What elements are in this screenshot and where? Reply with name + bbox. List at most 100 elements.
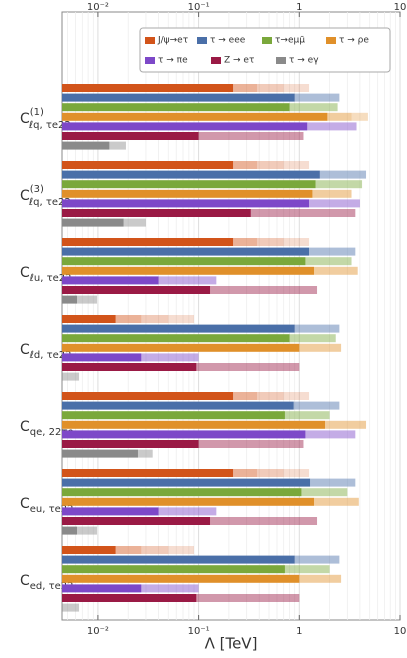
bar-projection bbox=[158, 507, 217, 516]
legend-label: τ → eγ bbox=[289, 56, 319, 66]
bar bbox=[62, 497, 315, 506]
group-label-main: C bbox=[20, 573, 30, 589]
group-label-sub: ℓu, τe22 bbox=[30, 273, 72, 284]
bar bbox=[62, 392, 234, 400]
bar-projection bbox=[319, 170, 367, 179]
bar-projection bbox=[327, 112, 352, 121]
bar-projection bbox=[233, 392, 257, 400]
bar-projection bbox=[233, 161, 257, 169]
bar bbox=[62, 517, 211, 525]
group-label-sup: (3) bbox=[30, 184, 44, 195]
bar-projection bbox=[62, 372, 80, 381]
legend-swatch bbox=[326, 37, 336, 44]
legend-swatch bbox=[145, 37, 155, 44]
bar bbox=[62, 363, 197, 371]
group-label-main: C bbox=[20, 419, 30, 435]
bar bbox=[62, 247, 310, 256]
bar-projection bbox=[76, 526, 98, 535]
bar-projection bbox=[294, 324, 340, 333]
bar-projection bbox=[294, 555, 340, 564]
legend-label: J/ψ→eτ bbox=[157, 36, 188, 46]
bar-projection bbox=[283, 392, 310, 400]
legend-label: τ → eee bbox=[210, 36, 246, 46]
x-tick-label: 10⁻² bbox=[87, 626, 109, 637]
bar bbox=[62, 103, 290, 112]
group-label-main: C bbox=[20, 265, 30, 281]
x-tick-label-top: 10⁻² bbox=[87, 2, 109, 13]
bar bbox=[62, 218, 124, 227]
bar-projection bbox=[198, 440, 304, 448]
bar-projection bbox=[284, 411, 330, 420]
group-label-sub: ℓq, τe22 bbox=[29, 197, 71, 208]
bar-projection bbox=[256, 238, 284, 246]
bar-projection bbox=[62, 603, 80, 612]
x-tick-label: 10 bbox=[394, 626, 407, 637]
bar bbox=[62, 180, 316, 189]
bar bbox=[62, 440, 199, 448]
bar bbox=[62, 238, 234, 246]
bar bbox=[62, 315, 116, 323]
bar bbox=[62, 546, 116, 554]
legend-swatch bbox=[211, 57, 221, 64]
x-tick-label: 10⁻¹ bbox=[188, 626, 210, 637]
bar bbox=[62, 574, 300, 583]
bar bbox=[62, 209, 251, 217]
legend-label: τ → πe bbox=[158, 56, 188, 66]
bar-projection bbox=[168, 315, 194, 323]
bar bbox=[62, 295, 77, 304]
bar bbox=[62, 334, 290, 343]
x-tick-label: 1 bbox=[296, 626, 302, 637]
bar-projection bbox=[76, 295, 98, 304]
bar-projection bbox=[233, 84, 257, 92]
bar-projection bbox=[283, 469, 310, 477]
bar-projection bbox=[141, 353, 199, 362]
bar bbox=[62, 170, 320, 179]
group-label-sub: ℓd, τe22 bbox=[30, 350, 72, 361]
bar bbox=[62, 343, 300, 352]
bar bbox=[62, 257, 306, 266]
bar-projection bbox=[289, 103, 338, 112]
bar-projection bbox=[301, 488, 348, 497]
bar-projection bbox=[196, 363, 300, 371]
bar bbox=[62, 584, 142, 593]
bar bbox=[62, 526, 77, 535]
bar-projection bbox=[325, 420, 367, 429]
bar bbox=[62, 286, 211, 294]
bar-projection bbox=[310, 478, 356, 487]
bar bbox=[62, 84, 234, 92]
group-label-sub: qe, 22τe bbox=[30, 427, 74, 438]
legend-label: τ → ρe bbox=[339, 36, 369, 46]
bar bbox=[62, 478, 311, 487]
group-label-sub: eu, τe22 bbox=[30, 504, 74, 515]
bar-projection bbox=[283, 161, 310, 169]
group-label-main: C bbox=[20, 188, 30, 204]
bar-projection bbox=[109, 141, 126, 150]
bar-projection bbox=[309, 247, 356, 256]
x-tick-label-top: 10 bbox=[394, 2, 407, 13]
legend-swatch bbox=[197, 37, 207, 44]
bar bbox=[62, 266, 315, 275]
bar bbox=[62, 555, 295, 564]
bar-projection bbox=[315, 180, 363, 189]
bar-projection bbox=[256, 84, 284, 92]
legend-label: Z → eτ bbox=[224, 56, 254, 66]
bar-projection bbox=[233, 469, 257, 477]
x-tick-label-top: 1 bbox=[296, 2, 302, 13]
bar bbox=[62, 565, 285, 574]
bar-projection bbox=[312, 189, 352, 198]
bar-projection bbox=[307, 122, 357, 131]
legend-swatch bbox=[145, 57, 155, 64]
bar bbox=[62, 132, 199, 140]
group-label: C(1) ℓq, τe22 bbox=[20, 107, 71, 131]
bar-projection bbox=[137, 449, 153, 458]
group-label-main: C bbox=[20, 496, 30, 512]
bar bbox=[62, 401, 294, 410]
bar-projection bbox=[294, 93, 340, 102]
bar-projection bbox=[198, 132, 304, 140]
bar bbox=[62, 594, 197, 602]
bar-projection bbox=[115, 546, 142, 554]
bar-projection bbox=[256, 161, 284, 169]
bar-projection bbox=[168, 546, 194, 554]
x-tick-label-top: 10⁻¹ bbox=[188, 2, 210, 13]
